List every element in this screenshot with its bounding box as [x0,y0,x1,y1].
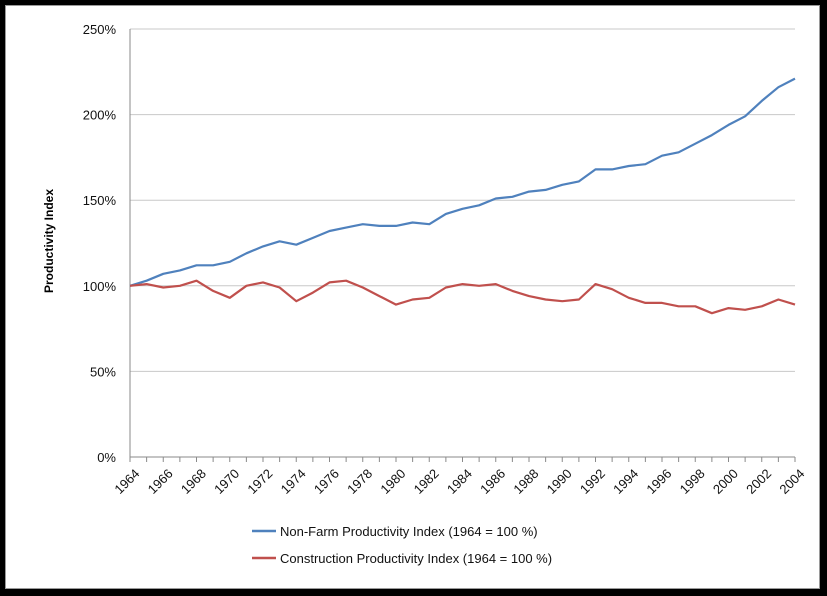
x-tick-label: 1964 [111,466,142,497]
series-line-construction [129,279,796,315]
y-tick-label: 50% [90,364,116,379]
x-tick-label: 1994 [610,466,641,497]
legend: Non-Farm Productivity Index (1964 = 100 … [252,524,552,566]
series-lines [129,77,796,315]
x-tick-label: 1974 [278,466,309,497]
series-line-non-farm [129,77,796,287]
x-tick-label: 1976 [311,466,342,497]
gridlines [130,28,795,372]
y-tick-labels: 0% 50% 100% 150% 200% 250% [83,22,117,465]
y-axis-label: Productivity Index [42,189,56,293]
x-tick-labels: 1964 1966 1968 1970 1972 1974 1976 1978 1980 1982… [111,466,807,497]
y-tick-label: 250% [83,22,117,37]
x-tick-label: 1966 [145,466,176,497]
legend-label: Construction Productivity Index (1964 = … [280,551,552,566]
x-tick-label: 2002 [743,466,774,497]
x-tick-label: 2004 [776,466,807,497]
x-tick-label: 1990 [544,466,575,497]
y-tick-label: 100% [83,279,117,294]
legend-label: Non-Farm Productivity Index (1964 = 100 … [280,524,538,539]
x-tick-label: 1998 [677,466,708,497]
x-tick-label: 1970 [211,466,242,497]
x-tick-label: 1988 [510,466,541,497]
y-tick-label: 150% [83,193,117,208]
y-tick-label: 0% [97,450,116,465]
y-tick-label: 200% [83,108,117,123]
x-tick-label: 2000 [710,466,741,497]
x-tick-label: 1992 [577,466,608,497]
x-tick-label: 1984 [444,466,475,497]
x-tick-label: 1982 [411,466,442,497]
line-chart: 0%50%100%150%200%250% 1964 1966 1968 1970 19… [42,22,807,566]
chart-frame: 0% 50% 100% 150% 200% 250% 1964 1966 1968 1970 19… [5,5,820,589]
x-tick-label: 1980 [377,466,408,497]
x-tick-label: 1968 [178,466,209,497]
x-tick-label: 1972 [244,466,275,497]
axes [129,29,796,462]
x-tick-label: 1996 [643,466,674,497]
x-tick-label: 1978 [344,466,375,497]
x-tick-label: 1986 [477,466,508,497]
